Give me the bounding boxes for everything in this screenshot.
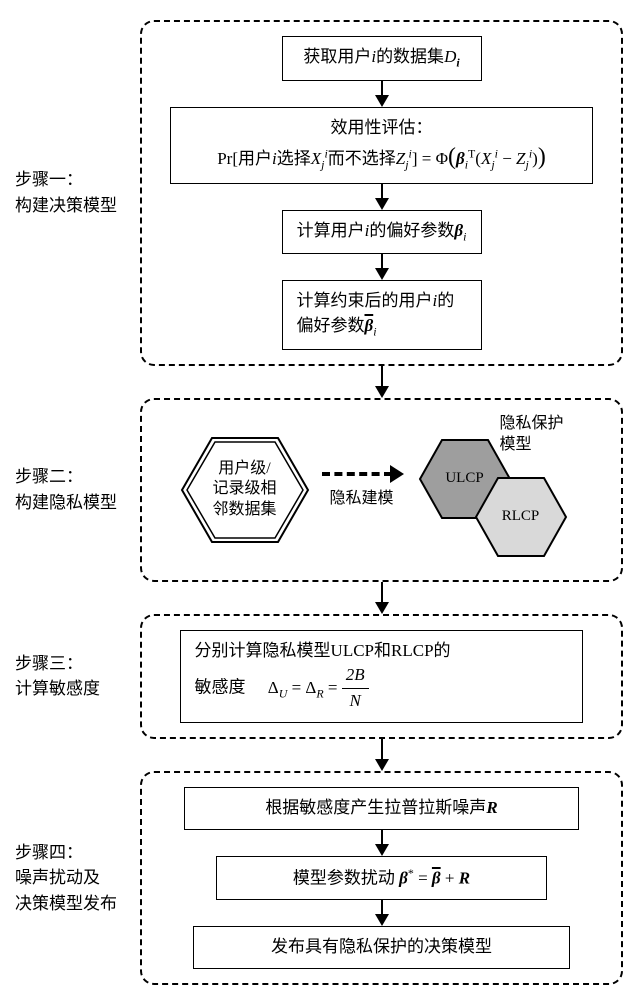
arrow-label: 隐私建模 — [329, 484, 393, 508]
step-2-label: 步骤二： 构建隐私模型 — [10, 464, 140, 515]
step-1-row: 步骤一： 构建决策模型 获取用户i的数据集Di 效用性评估： Pr[用户i选择X… — [10, 20, 623, 366]
t: 获取用户 — [303, 47, 371, 66]
t: 分别计算隐私模型ULCP和RLCP的 — [195, 641, 451, 660]
t: β — [399, 868, 408, 887]
t: R — [316, 686, 323, 700]
t: + — [441, 868, 459, 887]
arrow — [375, 830, 389, 856]
flowchart: 步骤一： 构建决策模型 获取用户i的数据集Di 效用性评估： Pr[用户i选择X… — [10, 20, 623, 985]
t: 隐私保护 — [500, 415, 564, 432]
step-3-label: 步骤三： 计算敏感度 — [10, 651, 140, 702]
l2: 计算敏感度 — [15, 679, 100, 698]
t: 用户级/ — [218, 460, 270, 477]
t: 选择 — [277, 149, 311, 168]
arrow-between-3-4 — [375, 739, 389, 771]
step-4-box: 根据敏感度产生拉普拉斯噪声R 模型参数扰动 β* = β + R 发布具有隐私保… — [140, 771, 623, 985]
step-3-box: 分别计算隐私模型ULCP和RLCP的 敏感度 ΔU = ΔR = 2BN — [140, 614, 623, 739]
t: 邻数据集 — [212, 501, 276, 518]
t: β — [456, 149, 465, 168]
t: = — [414, 868, 432, 887]
step1-node4: 计算约束后的用户i的 偏好参数βi — [282, 280, 482, 349]
step2-content: 用户级/ 记录级相 邻数据集 隐私建模 隐私保护 模型 — [152, 414, 611, 566]
t: R — [459, 868, 470, 887]
t: Pr[用户 — [217, 149, 272, 168]
l1: 步骤四： — [15, 843, 83, 862]
t: i — [456, 55, 459, 69]
hex-cluster: 隐私保护 模型 ULCP RLCP — [414, 420, 584, 560]
t: 效用性评估： — [330, 118, 432, 137]
step4-node3: 发布具有隐私保护的决策模型 — [193, 926, 569, 969]
hexagon-dataset: 用户级/ 记录级相 邻数据集 — [180, 434, 310, 546]
arrow — [375, 184, 389, 210]
step-1-box: 获取用户i的数据集Di 效用性评估： Pr[用户i选择Xji而不选择Zji] =… — [140, 20, 623, 366]
rlcp-text: RLCP — [474, 476, 568, 558]
t: 的数据集 — [376, 47, 444, 66]
t: 发布具有隐私保护的决策模型 — [271, 937, 492, 956]
t: 2B — [342, 663, 369, 688]
t: 计算用户 — [297, 221, 365, 240]
step-4-label: 步骤四： 噪声扰动及 决策模型发布 — [10, 840, 140, 917]
dashed-arrow: 隐私建模 — [322, 472, 402, 508]
arrow — [375, 900, 389, 926]
t: = — [324, 678, 342, 697]
l1: 步骤三： — [15, 654, 83, 673]
t: N — [345, 689, 364, 714]
t: Δ — [268, 678, 279, 697]
hex-rlcp: RLCP — [474, 476, 568, 558]
l2: 构建隐私模型 — [15, 493, 117, 512]
t: 模型参数扰动 — [293, 868, 399, 887]
t: ] = Φ — [412, 149, 448, 168]
step1-node3: 计算用户i的偏好参数βi — [282, 210, 482, 255]
t: 计算约束后的用户 — [297, 291, 433, 310]
t: 的偏好参数 — [369, 221, 454, 240]
t: 的 — [437, 291, 454, 310]
arrow-between-2-3 — [375, 582, 389, 614]
step1-node2: 效用性评估： Pr[用户i选择Xji而不选择Zji] = Φ(βiT(Xji −… — [170, 107, 592, 184]
t: 偏好参数 — [297, 316, 365, 335]
t: 而不选择 — [328, 149, 396, 168]
t: 根据敏感度产生拉普拉斯噪声 — [265, 798, 486, 817]
t: 记录级相 — [212, 480, 276, 497]
t: X — [311, 149, 321, 168]
step-1-label-line1: 步骤一： — [15, 170, 83, 189]
t: Z — [396, 149, 405, 168]
step4-node2: 模型参数扰动 β* = β + R — [216, 856, 546, 900]
l1: 步骤二： — [15, 467, 83, 486]
arrow — [375, 254, 389, 280]
step-2-row: 步骤二： 构建隐私模型 用户级/ 记录级相 邻数据集 — [10, 398, 623, 582]
step-2-box: 用户级/ 记录级相 邻数据集 隐私建模 隐私保护 模型 — [140, 398, 623, 582]
t: β — [432, 868, 441, 887]
l2: 噪声扰动及 — [15, 868, 100, 887]
step-1-label: 步骤一： 构建决策模型 — [10, 167, 140, 218]
step-4-row: 步骤四： 噪声扰动及 决策模型发布 根据敏感度产生拉普拉斯噪声R 模型参数扰动 … — [10, 771, 623, 985]
l3: 决策模型发布 — [15, 894, 117, 913]
t: 敏感度 — [195, 678, 246, 697]
t: = — [287, 678, 305, 697]
arrow — [375, 81, 389, 107]
step-1-label-line2: 构建决策模型 — [15, 196, 117, 215]
step4-node1: 根据敏感度产生拉普拉斯噪声R — [184, 787, 579, 830]
step1-node1: 获取用户i的数据集Di — [282, 36, 482, 81]
step3-node: 分别计算隐私模型ULCP和RLCP的 敏感度 ΔU = ΔR = 2BN — [180, 630, 584, 723]
arrow-between-1-2 — [375, 366, 389, 398]
step-3-row: 步骤三： 计算敏感度 分别计算隐私模型ULCP和RLCP的 敏感度 ΔU = Δ… — [10, 614, 623, 739]
t: R — [486, 798, 497, 817]
t: T — [468, 147, 475, 161]
t: Δ — [305, 678, 316, 697]
t: D — [444, 47, 456, 66]
